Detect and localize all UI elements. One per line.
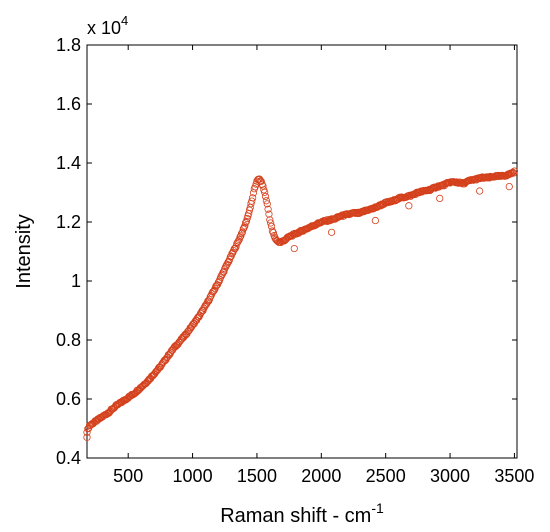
data-point — [242, 219, 250, 227]
data-point — [248, 197, 256, 205]
data-point — [262, 197, 270, 205]
data-point — [253, 177, 261, 185]
data-point — [261, 192, 270, 201]
outlier-point — [476, 187, 484, 195]
outlier-point — [328, 228, 336, 236]
y-axis-multiplier: x 104 — [87, 13, 128, 38]
y-multiplier-exponent: 4 — [121, 13, 128, 28]
y-tick-label: 0.4 — [56, 448, 81, 468]
axis-ticks — [87, 44, 517, 459]
x-tick-label: 500 — [113, 466, 143, 486]
data-point — [226, 253, 234, 261]
x-tick-label: 1000 — [173, 466, 213, 486]
x-axis-title: Raman shift - cm-1 — [220, 500, 384, 527]
data-point — [509, 168, 517, 176]
data-point — [245, 206, 254, 214]
outlier-point — [505, 183, 513, 191]
y-tick-label: 1.8 — [56, 35, 81, 55]
tick-labels: 500 1000 1500 2000 2500 3000 3500 0.4 0.6 0.8 1 1.2… — [56, 35, 534, 486]
x-axis-title-superscript: -1 — [371, 500, 384, 516]
data-points — [83, 167, 519, 441]
y-tick-label: 0.6 — [56, 389, 81, 409]
data-point — [266, 216, 274, 224]
x-tick-label: 3000 — [430, 466, 470, 486]
y-tick-label: 1 — [71, 271, 81, 291]
data-point — [242, 217, 250, 226]
x-tick-label: 1500 — [237, 466, 277, 486]
data-point — [195, 313, 203, 321]
x-tick-label: 2000 — [301, 466, 341, 486]
y-axis-title: Intensity — [13, 214, 35, 288]
data-point — [241, 222, 249, 230]
outlier-point — [290, 244, 298, 253]
data-point — [249, 194, 257, 202]
data-point — [220, 268, 228, 276]
x-tick-label: 3500 — [494, 466, 534, 486]
data-point — [351, 209, 359, 217]
outlier-point — [371, 216, 379, 225]
data-point — [197, 308, 206, 316]
data-point — [225, 255, 234, 264]
data-point — [206, 293, 214, 301]
data-point — [269, 229, 277, 237]
outlier-point — [83, 433, 91, 441]
data-point — [191, 318, 199, 326]
data-point — [370, 205, 378, 213]
outlier-point — [405, 202, 413, 210]
x-axis-title-text: Raman shift - cm — [220, 505, 371, 527]
data-point — [264, 205, 272, 213]
data-point — [83, 428, 91, 436]
data-point — [261, 188, 269, 196]
data-point — [236, 233, 244, 241]
data-point — [166, 350, 174, 358]
data-point — [263, 200, 271, 208]
data-point — [265, 210, 273, 218]
y-tick-label: 1.6 — [56, 94, 81, 114]
outlier-point — [436, 194, 444, 202]
data-point — [201, 303, 209, 311]
y-multiplier-base: x 10 — [87, 18, 121, 38]
data-point — [258, 180, 266, 188]
data-point — [257, 177, 265, 185]
data-point — [238, 228, 247, 236]
plot-area-frame — [86, 44, 518, 459]
data-point — [312, 221, 321, 229]
y-tick-label: 1.2 — [56, 212, 81, 232]
data-point — [510, 167, 519, 175]
x-tick-label: 2500 — [366, 466, 406, 486]
data-point — [268, 227, 276, 235]
y-tick-label: 1.4 — [56, 153, 81, 173]
data-point — [267, 222, 276, 230]
y-tick-label: 0.8 — [56, 330, 81, 350]
data-point — [267, 219, 275, 227]
